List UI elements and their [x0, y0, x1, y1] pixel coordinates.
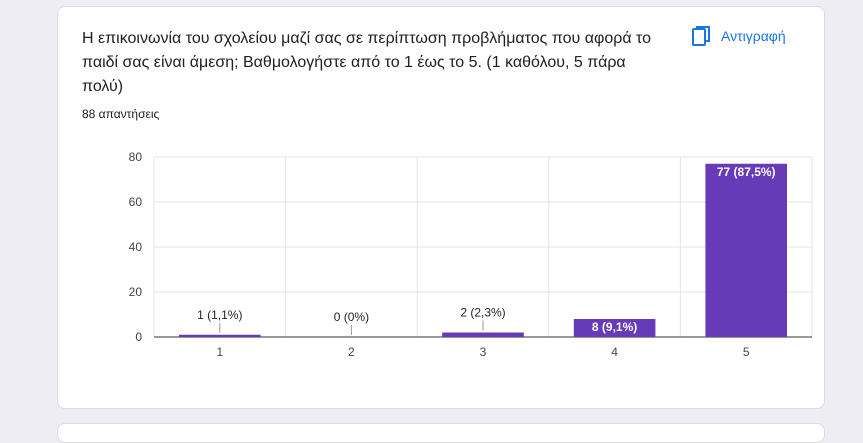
question-card: Η επικοινωνία του σχολείου μαζί σας σε π… — [57, 6, 825, 409]
data-label: 8 (9,1%) — [592, 320, 637, 334]
y-tick-label: 80 — [129, 150, 143, 164]
x-tick-label: 4 — [611, 345, 618, 359]
x-tick-label: 1 — [216, 345, 223, 359]
y-tick-label: 40 — [129, 240, 143, 254]
bar-chart: 0 20 40 60 80 1 1 (1,1%) 2 0 (0%) 3 2 (2,3%) 4 8 (9,… — [129, 150, 813, 359]
x-tick-label: 2 — [348, 345, 355, 359]
data-label: 1 (1,1%) — [197, 308, 242, 322]
data-label: 77 (87,5%) — [717, 165, 776, 179]
response-count: 88 απαντήσεις — [82, 107, 160, 121]
bar — [179, 334, 261, 337]
copy-button[interactable]: Αντιγραφή — [692, 25, 786, 47]
x-tick-label: 5 — [743, 345, 750, 359]
x-tick-label: 3 — [480, 345, 487, 359]
data-label: 0 (0%) — [334, 310, 369, 324]
data-label: 2 (2,3%) — [460, 306, 505, 320]
copy-icon — [692, 25, 712, 47]
bar — [573, 319, 656, 337]
y-tick-label: 60 — [129, 195, 143, 209]
y-tick-label: 0 — [135, 330, 142, 344]
bar — [442, 332, 524, 337]
copy-label: Αντιγραφή — [721, 28, 786, 44]
y-tick-label: 20 — [129, 285, 143, 299]
bar — [705, 163, 787, 337]
question-title: Η επικοινωνία του σχολείου μαζί σας σε π… — [82, 30, 652, 95]
next-question-card — [57, 423, 825, 443]
